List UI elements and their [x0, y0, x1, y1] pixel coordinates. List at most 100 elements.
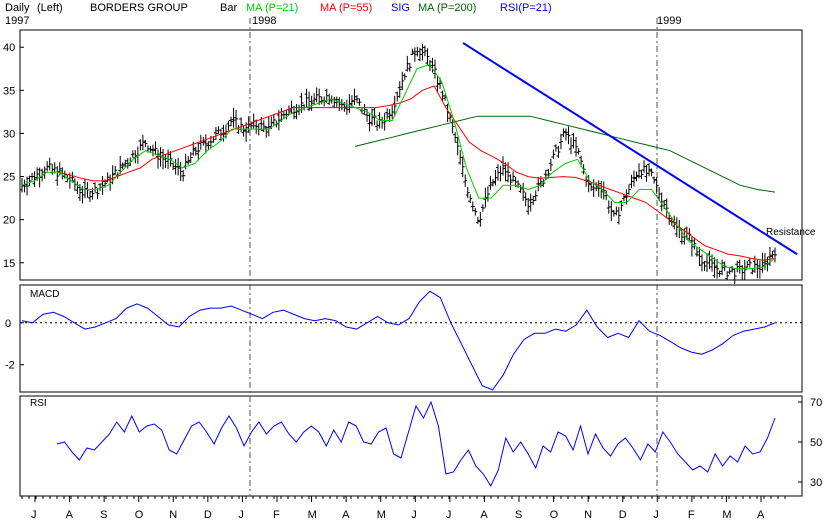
- price-bar: [433, 59, 438, 79]
- price-bar: [644, 164, 649, 182]
- price-bar: [201, 136, 206, 146]
- price-bar: [458, 149, 463, 165]
- rsi-panel-frame: [19, 395, 803, 497]
- price-bar: [196, 142, 201, 160]
- price-bar: [659, 192, 664, 212]
- price-bar: [490, 179, 495, 187]
- price-bar: [241, 125, 246, 137]
- price-bar: [352, 88, 357, 105]
- price-bar: [422, 45, 427, 57]
- price-bar: [206, 141, 211, 150]
- price-bar: [637, 163, 642, 179]
- price-bar: [261, 120, 266, 133]
- price-bar: [498, 165, 503, 182]
- header-bar: Bar: [220, 2, 237, 14]
- price-bar: [309, 95, 314, 111]
- price-bar: [382, 112, 387, 131]
- month-label: A: [342, 509, 350, 521]
- month-label: S: [100, 509, 107, 521]
- price-bar: [402, 73, 407, 80]
- price-bar: [465, 186, 470, 199]
- price-bar: [556, 145, 561, 159]
- macd-tick-label: -2: [5, 360, 15, 372]
- month-label: M: [308, 509, 317, 521]
- price-bar: [27, 175, 32, 186]
- price-bar: [717, 270, 722, 277]
- price-bar: [725, 271, 730, 281]
- price-bar: [186, 156, 191, 165]
- price-bar: [113, 166, 118, 175]
- rsi-tick-label: 70: [810, 397, 822, 409]
- price-bar: [697, 247, 702, 267]
- price-bar: [387, 109, 392, 122]
- price-bar: [155, 149, 160, 169]
- price-bar: [735, 260, 740, 273]
- price-bar: [740, 265, 745, 280]
- price-bar: [304, 88, 309, 108]
- price-bar: [485, 186, 490, 202]
- price-bar: [523, 192, 528, 207]
- price-tick-label: 30: [3, 128, 15, 140]
- price-bar: [400, 71, 405, 91]
- price-bar: [218, 128, 223, 141]
- price-bar: [770, 251, 775, 259]
- price-bar: [244, 122, 249, 142]
- month-label: M: [722, 509, 731, 521]
- price-bar: [370, 108, 375, 126]
- resistance-trendline: [462, 42, 798, 255]
- legend-ma200: MA (P=200): [418, 2, 476, 14]
- price-bar: [732, 268, 737, 285]
- price-bar: [518, 184, 523, 193]
- price-bar: [591, 179, 596, 197]
- legend-rsi: RSI(P=21): [500, 2, 552, 14]
- price-tick-label: 25: [3, 172, 15, 184]
- price-bars: [20, 44, 777, 285]
- month-label: F: [273, 509, 280, 521]
- price-bar: [574, 137, 579, 157]
- price-bar: [178, 162, 183, 182]
- price-bar: [576, 148, 581, 155]
- price-bar: [105, 172, 110, 183]
- macd-title: MACD: [30, 289, 59, 300]
- price-bar: [405, 55, 410, 72]
- price-bar: [314, 87, 319, 103]
- header-symbol-name: BORDERS GROUP: [90, 2, 188, 14]
- price-bar: [652, 176, 657, 184]
- price-bar: [483, 187, 488, 208]
- price-bar: [375, 120, 380, 131]
- chart-header: Daily (Left) BORDERS GROUP Bar MA (P=21)…: [5, 2, 681, 27]
- price-bar: [762, 252, 767, 270]
- month-label: S: [515, 509, 522, 521]
- month-label: J: [238, 509, 244, 521]
- legend-ma55: MA (P=55): [320, 2, 372, 14]
- price-bar: [349, 95, 354, 108]
- price-bar: [747, 257, 752, 268]
- price-bar: [631, 170, 636, 187]
- price-bar: [362, 104, 367, 115]
- price-bar: [773, 247, 777, 263]
- price-bar: [148, 146, 153, 153]
- price-bar: [55, 166, 60, 186]
- price-bar: [589, 182, 594, 192]
- price-bar: [531, 195, 536, 205]
- ma21-line: [21, 63, 776, 270]
- price-bar: [455, 136, 460, 156]
- price-bar: [470, 201, 475, 212]
- price-bar: [163, 154, 168, 168]
- price-bar: [760, 252, 765, 273]
- price-bar: [767, 246, 772, 266]
- month-label: J: [653, 509, 659, 521]
- month-label: M: [377, 509, 386, 521]
- price-bar: [463, 174, 468, 187]
- price-bar: [727, 268, 732, 275]
- price-bar: [410, 48, 415, 56]
- month-label: J: [31, 509, 37, 521]
- price-bar: [642, 160, 647, 173]
- price-tick-label: 40: [3, 42, 15, 54]
- price-bar: [629, 174, 634, 189]
- price-bar: [553, 144, 558, 152]
- price-bar: [511, 171, 516, 182]
- month-label: N: [169, 509, 177, 521]
- month-label: A: [757, 509, 765, 521]
